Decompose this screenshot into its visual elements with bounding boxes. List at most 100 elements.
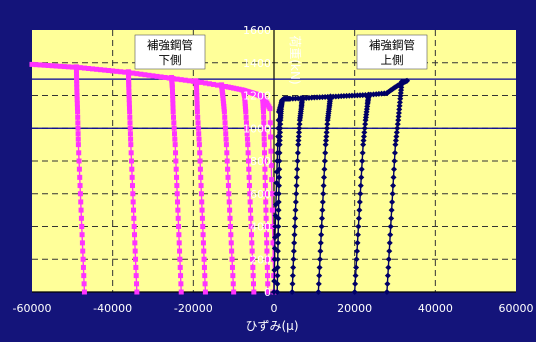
data-point xyxy=(225,166,231,172)
data-point xyxy=(177,248,183,254)
data-point xyxy=(243,114,249,120)
data-point xyxy=(177,264,183,270)
data-point xyxy=(294,166,301,173)
data-point xyxy=(274,256,281,263)
data-point xyxy=(362,121,369,128)
data-point xyxy=(199,199,205,205)
data-point xyxy=(321,166,328,173)
data-point xyxy=(361,125,368,132)
data-point xyxy=(315,280,322,287)
data-point xyxy=(291,223,298,230)
data-point xyxy=(261,125,267,131)
data-point xyxy=(259,93,265,98)
data-point xyxy=(126,77,132,83)
data-point xyxy=(75,109,81,115)
data-point xyxy=(174,191,180,197)
data-point xyxy=(220,98,226,104)
data-point xyxy=(194,109,200,115)
series-1 xyxy=(271,77,411,295)
data-point xyxy=(223,136,229,142)
data-point xyxy=(263,224,269,229)
data-point xyxy=(321,158,328,164)
data-point xyxy=(173,150,179,156)
data-point xyxy=(296,121,303,128)
data-point xyxy=(196,131,202,137)
data-point xyxy=(196,136,202,142)
data-point xyxy=(150,73,156,79)
data-point xyxy=(271,256,278,263)
data-point xyxy=(171,120,177,126)
data-point xyxy=(37,62,43,68)
data-point xyxy=(274,272,281,279)
annotation-text: 補強鋼管 xyxy=(147,38,193,52)
data-point xyxy=(262,150,268,156)
data-point xyxy=(221,109,227,115)
data-point xyxy=(275,215,282,222)
data-point xyxy=(358,174,365,181)
data-point xyxy=(393,133,400,140)
data-point xyxy=(127,120,133,126)
data-point xyxy=(197,158,203,164)
data-point xyxy=(244,125,250,131)
data-point xyxy=(126,105,132,111)
data-point xyxy=(74,71,80,77)
data-point xyxy=(172,136,178,142)
data-point xyxy=(320,190,327,197)
data-point xyxy=(274,248,281,255)
data-point xyxy=(49,63,55,69)
data-point xyxy=(194,88,200,94)
data-point xyxy=(383,289,390,295)
data-point xyxy=(321,174,328,181)
data-point xyxy=(324,121,331,128)
data-point xyxy=(246,166,252,172)
data-point xyxy=(355,223,362,230)
data-point xyxy=(359,149,366,156)
data-point xyxy=(211,81,216,87)
data-point xyxy=(170,101,176,107)
data-point xyxy=(262,183,268,189)
data-point xyxy=(226,191,232,197)
data-point xyxy=(223,131,229,137)
data-point xyxy=(317,248,324,255)
data-point xyxy=(277,121,284,128)
data-point xyxy=(360,137,367,144)
data-point xyxy=(219,82,225,88)
data-point xyxy=(245,142,251,148)
data-point xyxy=(322,149,329,156)
data-point xyxy=(272,223,279,230)
y-tick-label: 0 xyxy=(264,286,271,299)
data-point xyxy=(75,131,81,137)
y-tick-label: 400 xyxy=(250,221,271,234)
data-point xyxy=(200,224,206,229)
data-point xyxy=(118,69,124,75)
data-point xyxy=(316,272,323,279)
data-point xyxy=(277,129,284,136)
data-point xyxy=(146,72,152,78)
data-point xyxy=(323,133,330,140)
data-point xyxy=(69,64,75,70)
data-point xyxy=(129,174,135,180)
data-point xyxy=(85,65,91,71)
data-point xyxy=(327,93,334,100)
data-point xyxy=(74,84,80,90)
annotation-bg xyxy=(356,34,428,70)
data-point xyxy=(296,125,303,132)
x-tick-label: 40000 xyxy=(418,302,453,315)
data-point xyxy=(81,273,87,279)
data-point xyxy=(74,88,80,94)
data-point xyxy=(162,74,168,80)
data-point xyxy=(202,281,208,287)
data-point xyxy=(269,177,275,183)
data-point xyxy=(195,120,201,126)
data-point xyxy=(243,109,249,115)
y-tick-label: 1600 xyxy=(243,24,271,37)
data-point xyxy=(128,136,134,142)
data-point xyxy=(176,232,182,238)
data-point xyxy=(263,215,269,221)
data-point xyxy=(193,78,199,84)
data-point xyxy=(172,142,178,148)
data-point xyxy=(264,248,270,254)
data-point xyxy=(229,256,235,262)
data-point xyxy=(224,158,230,164)
data-point xyxy=(73,67,79,73)
